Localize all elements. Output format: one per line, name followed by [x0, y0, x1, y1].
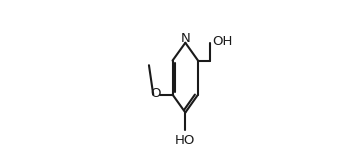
- Text: N: N: [180, 32, 190, 45]
- Text: O: O: [151, 87, 161, 100]
- Text: OH: OH: [212, 35, 233, 48]
- Text: HO: HO: [175, 134, 195, 147]
